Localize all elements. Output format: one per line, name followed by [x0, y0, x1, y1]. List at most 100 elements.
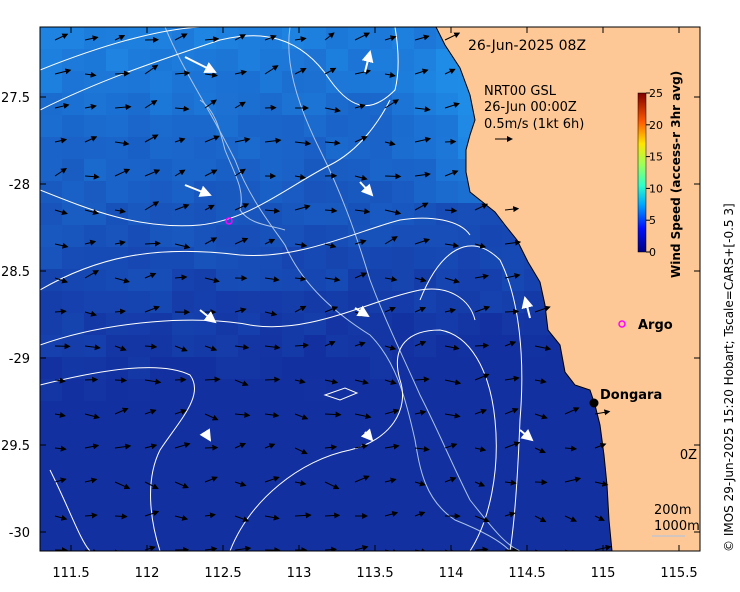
wind-arrow	[84, 376, 99, 383]
grid-cell	[392, 181, 415, 204]
wind-arrow	[354, 208, 371, 215]
grid-cell	[304, 511, 327, 534]
grid-cell	[326, 401, 349, 424]
colorbar: 0 5 10 15 20 25 Wind Speed (access-r 3hr avg)	[637, 71, 683, 278]
wind-arrow	[144, 134, 159, 143]
wind-arrow	[204, 169, 218, 177]
grid-cell	[238, 489, 261, 512]
wind-arrow	[384, 236, 398, 245]
grid-cell	[392, 467, 415, 490]
wind-arrow	[294, 480, 307, 487]
grid-cell	[502, 357, 525, 380]
grid-cell	[480, 379, 503, 402]
grid-cell	[62, 467, 85, 490]
grid-cell	[40, 445, 63, 468]
grid-cell	[282, 27, 305, 50]
grid-cell	[392, 115, 415, 138]
grid-cell	[502, 247, 525, 270]
grid-cell	[150, 313, 173, 336]
grid-cell	[62, 357, 85, 380]
grid-cell	[40, 357, 63, 380]
wind-arrow	[144, 481, 159, 489]
wind-arrow	[114, 407, 129, 415]
wind-arrow	[54, 411, 66, 418]
grid-cell	[370, 225, 393, 248]
grid-cell	[282, 269, 305, 292]
wind-arrow	[144, 305, 160, 313]
grid-cell	[40, 27, 63, 50]
grid-cell	[392, 137, 415, 160]
grid-cell	[40, 137, 63, 160]
wind-arrow	[444, 476, 457, 483]
wind-arrow	[144, 443, 158, 450]
grid-cell	[238, 423, 261, 446]
grid-cell	[436, 489, 459, 512]
wind-arrow	[354, 379, 369, 385]
grid-cell	[172, 225, 195, 248]
grid-cell	[106, 137, 129, 160]
wind-arrow	[54, 209, 68, 216]
grid-cell	[458, 203, 481, 226]
current-arrow	[184, 56, 217, 73]
grid-cell	[304, 533, 327, 551]
wind-arrow	[234, 379, 249, 387]
wind-arrow	[594, 442, 607, 449]
grid-cell	[84, 423, 107, 446]
grid-cell	[282, 93, 305, 116]
grid-cell	[62, 401, 85, 424]
grid-cell	[348, 203, 371, 226]
grid-cell	[260, 423, 283, 446]
grid-cell	[304, 401, 327, 424]
grid-cell	[128, 335, 151, 358]
wind-arrow	[114, 240, 126, 246]
wind-arrow	[114, 35, 126, 41]
wind-arrow	[354, 341, 366, 348]
grid-cell	[84, 467, 107, 490]
wind-arrow	[414, 202, 429, 211]
wind-arrow	[174, 137, 186, 144]
wind-arrow	[504, 239, 522, 246]
grid-cell	[260, 291, 283, 314]
grid-cell	[414, 247, 437, 270]
grid-cell	[84, 357, 107, 380]
grid-cell	[150, 225, 173, 248]
wind-arrow	[84, 209, 100, 216]
grid-cell	[370, 489, 393, 512]
x-tick-label: 113	[287, 566, 312, 581]
grid-cell	[150, 181, 173, 204]
grid-cell	[348, 115, 371, 138]
wind-arrow	[84, 71, 97, 78]
wind-arrow	[84, 173, 100, 180]
grid-cell	[524, 401, 547, 424]
grid-cell	[216, 423, 239, 446]
grid-cell	[304, 93, 327, 116]
wind-arrow	[474, 515, 490, 523]
grid-cell	[260, 335, 283, 358]
wind-arrow	[264, 344, 281, 351]
grid-cell	[414, 379, 437, 402]
grid-cell	[216, 247, 239, 270]
grid-cell	[282, 71, 305, 94]
wind-arrow	[354, 239, 367, 246]
grid-cell	[84, 225, 107, 248]
grid-cell	[84, 445, 107, 468]
grid-cell	[414, 159, 437, 182]
grid-cell	[370, 71, 393, 94]
grid-cell	[84, 203, 107, 226]
grid-cell	[106, 203, 129, 226]
wind-arrow	[444, 102, 460, 109]
wind-arrow	[534, 345, 552, 352]
grid-cell	[194, 489, 217, 512]
grid-cell	[40, 49, 63, 72]
grid-cell	[546, 533, 569, 551]
grid-cell	[40, 225, 63, 248]
wind-arrow	[414, 480, 426, 487]
wind-arrow	[174, 408, 187, 415]
grid-cell	[414, 137, 437, 160]
grid-cell	[216, 313, 239, 336]
grid-cell	[172, 181, 195, 204]
grid-cell	[106, 269, 129, 292]
grid-cell	[392, 93, 415, 116]
wind-arrow	[294, 342, 309, 349]
wind-arrow	[204, 71, 218, 78]
